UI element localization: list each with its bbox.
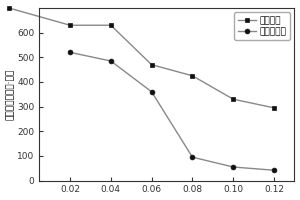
碳纳米管 [7,7,10,9]
碳纳米管 [272,107,276,109]
Legend: 碳纳米管, 水性聚吧呖: 碳纳米管, 水性聚吧呖 [234,12,290,40]
碳纳米管 [150,63,153,66]
Line: 水性聚吧呖: 水性聚吧呖 [68,50,277,173]
水性聚吧呖 [190,156,194,158]
碳纳米管 [109,24,112,26]
水性聚吧呖 [109,60,112,62]
碳纳米管 [190,75,194,77]
碳纳米管 [68,24,72,26]
水性聚吧呖 [68,51,72,54]
Y-axis label: 电阵率／（欧姆·米）: 电阵率／（欧姆·米） [6,69,15,120]
碳纳米管 [231,98,235,100]
水性聚吧呖 [150,91,153,93]
水性聚吧呖 [272,169,276,171]
Line: 碳纳米管: 碳纳米管 [6,6,277,110]
水性聚吧呖 [231,166,235,168]
